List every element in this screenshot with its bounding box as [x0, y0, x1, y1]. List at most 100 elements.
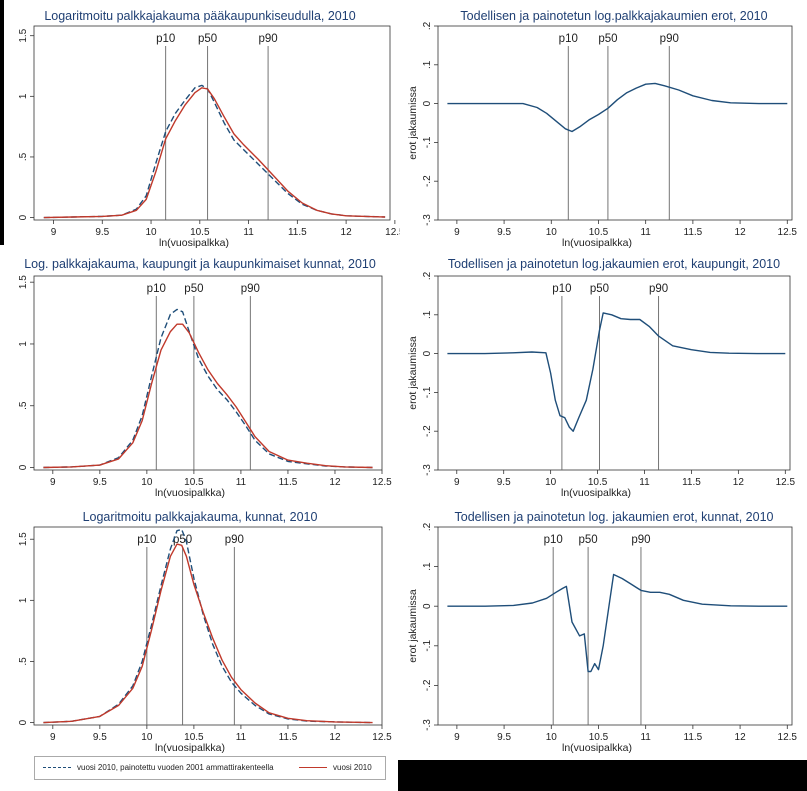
x-tick-label: 11	[236, 477, 247, 488]
x-tick-label: 9.5	[497, 477, 511, 488]
chart-svg: Logaritmoitu palkkajakauma, kunnat, 2010…	[18, 510, 392, 754]
y-tick-label: 1	[18, 341, 29, 347]
legend-label-weighted: vuosi 2010, painotettu vuoden 2001 ammat…	[77, 763, 274, 772]
chart-title: Logaritmoitu palkkajakauma pääkaupunkise…	[44, 9, 355, 23]
x-tick-label: 10	[545, 477, 557, 488]
x-tick-label: 11	[640, 732, 651, 743]
chart-svg: Todellisen ja painotetun log. jakaumien …	[407, 510, 798, 754]
y-axis-label: erot jakaumissa	[407, 86, 419, 160]
percentile-label-p50: p50	[590, 283, 609, 295]
percentile-label-p50: p50	[198, 33, 217, 45]
x-axis-label: ln(vuosipalkka)	[155, 487, 225, 499]
x-tick-label: 12.5	[776, 477, 796, 488]
y-tick-label: .5	[18, 401, 29, 410]
percentile-label-p90: p90	[631, 534, 650, 546]
y-tick-label: .1	[422, 310, 433, 319]
x-tick-label: 10.5	[190, 227, 210, 238]
series-line-difference	[447, 573, 788, 673]
plot-area-frame	[437, 275, 791, 471]
percentile-label-p10: p10	[544, 534, 563, 546]
y-tick-label: .2	[422, 21, 433, 30]
x-tick-label: 11.5	[288, 227, 307, 238]
y-tick-label: -.3	[422, 719, 433, 731]
y-tick-label: -.2	[422, 175, 433, 187]
y-tick-label: .5	[18, 657, 29, 666]
x-tick-label: 9	[454, 477, 460, 488]
chart-title: Todellisen ja painotetun log.palkkajakau…	[460, 9, 767, 23]
plot-area-frame	[33, 25, 391, 221]
y-tick-label: 0	[18, 719, 29, 725]
x-tick-label: 10.5	[184, 477, 204, 488]
y-tick-label: 1	[18, 597, 29, 603]
x-tick-label: 9.5	[93, 732, 107, 743]
chart-panel-capital-region-distribution: Logaritmoitu palkkajakauma pääkaupunkise…	[4, 4, 405, 249]
y-axis-label: erot jakaumissa	[407, 336, 419, 410]
percentile-label-p10: p10	[147, 283, 166, 295]
chart-svg: Log. palkkajakauma, kaupungit ja kaupunk…	[18, 257, 392, 499]
chart-title: Log. palkkajakauma, kaupungit ja kaupunk…	[24, 257, 376, 271]
percentile-label-p50: p50	[579, 534, 598, 546]
x-tick-label: 10	[145, 227, 157, 238]
y-tick-label: 1.5	[18, 532, 29, 546]
legend-item-actual: vuosi 2010	[299, 763, 372, 772]
y-tick-label: -.2	[422, 425, 433, 437]
x-tick-label: 12	[735, 227, 747, 238]
x-axis-label: ln(vuosipalkka)	[561, 487, 631, 499]
y-tick-label: 1.5	[18, 275, 29, 289]
chart-legend: vuosi 2010, painotettu vuoden 2001 ammat…	[34, 756, 386, 780]
x-axis-label: ln(vuosipalkka)	[562, 237, 632, 249]
y-tick-label: 1	[18, 93, 29, 99]
plot-area-frame	[437, 25, 793, 221]
series-line-actual	[43, 87, 386, 219]
series-line-difference	[447, 82, 788, 133]
x-tick-label: 12.5	[372, 477, 392, 488]
x-tick-label: 12.5	[778, 227, 798, 238]
y-tick-label: .2	[422, 271, 433, 280]
x-tick-label: 12.5	[372, 732, 392, 743]
percentile-label-p10: p10	[552, 283, 571, 295]
x-tick-label: 10.5	[589, 227, 609, 238]
x-tick-label: 12	[329, 732, 341, 743]
x-tick-label: 12.5	[385, 227, 405, 238]
legend-label-actual: vuosi 2010	[333, 763, 372, 772]
y-tick-label: -.1	[422, 386, 433, 398]
percentile-label-p50: p50	[598, 33, 617, 45]
y-tick-label: 0	[422, 603, 433, 609]
y-tick-label: -.1	[422, 640, 433, 652]
y-tick-label: -.3	[422, 464, 433, 476]
percentile-label-p90: p90	[660, 33, 679, 45]
x-tick-label: 9	[454, 227, 460, 238]
x-tick-label: 11.5	[279, 732, 298, 743]
chart-panel-cities-distribution: Log. palkkajakauma, kaupungit ja kaupunk…	[4, 252, 397, 499]
y-tick-label: 0	[422, 100, 433, 106]
chart-title: Todellisen ja painotetun log.jakaumien e…	[448, 257, 780, 271]
x-tick-label: 10	[141, 732, 153, 743]
chart-panel-cities-differences: Todellisen ja painotetun log.jakaumien e…	[400, 252, 803, 499]
left-edge-strip	[0, 0, 4, 245]
percentile-label-p10: p10	[559, 33, 578, 45]
chart-svg: Todellisen ja painotetun log.palkkajakau…	[407, 9, 798, 249]
chart-panel-municipalities-differences: Todellisen ja painotetun log. jakaumien …	[400, 505, 803, 755]
chart-svg: Todellisen ja painotetun log.jakaumien e…	[407, 257, 796, 499]
x-tick-label: 12	[735, 732, 747, 743]
x-tick-label: 11.5	[279, 477, 298, 488]
x-tick-label: 12	[329, 477, 341, 488]
plot-area-frame	[437, 526, 793, 726]
x-tick-label: 10	[141, 477, 153, 488]
percentile-label-p50: p50	[173, 534, 192, 546]
y-tick-label: .1	[422, 562, 433, 571]
black-corner-block	[398, 760, 807, 791]
series-line-weighted	[43, 528, 373, 724]
y-tick-label: 1.5	[18, 28, 29, 42]
x-tick-label: 10.5	[588, 477, 608, 488]
chart-svg: Logaritmoitu palkkajakauma pääkaupunkise…	[18, 9, 405, 249]
chart-title: Logaritmoitu palkkajakauma, kunnat, 2010	[83, 510, 318, 524]
percentile-label-p90: p90	[241, 283, 260, 295]
y-tick-label: -.2	[422, 679, 433, 691]
y-tick-label: 0	[422, 350, 433, 356]
x-tick-label: 12.5	[778, 732, 798, 743]
y-tick-label: .2	[422, 522, 433, 531]
x-axis-label: ln(vuosipalkka)	[562, 742, 632, 754]
x-tick-label: 9	[50, 477, 56, 488]
x-tick-label: 11.5	[684, 227, 703, 238]
